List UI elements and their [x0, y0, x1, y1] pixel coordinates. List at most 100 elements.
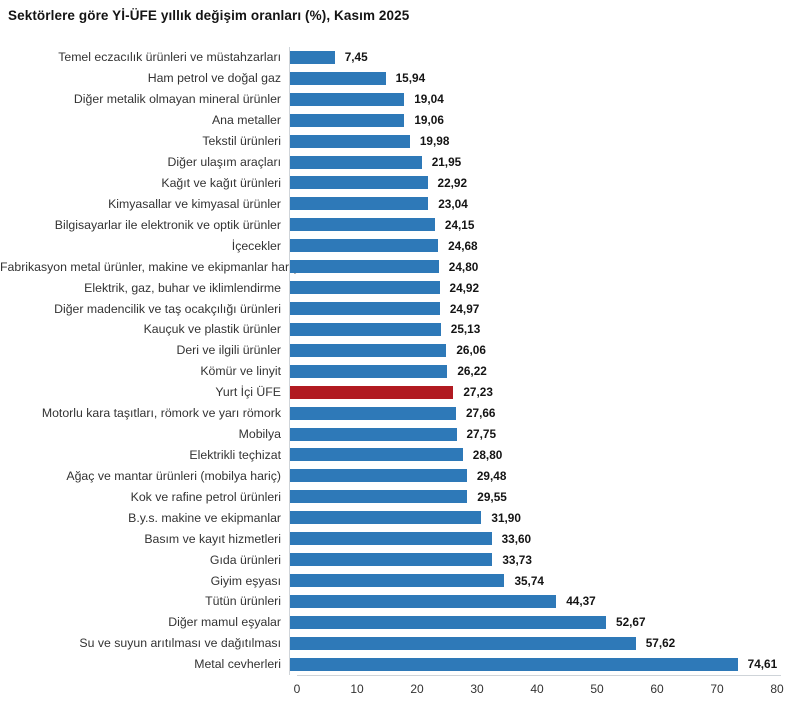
chart-row: Ana metaller 19,06 [0, 109, 803, 131]
chart-row: Basım ve kayıt hizmetleri 33,60 [0, 528, 803, 550]
chart-row: Kimyasallar ve kimyasal ürünler 23,04 [0, 193, 803, 215]
chart-row: Diğer mamul eşyalar 52,67 [0, 611, 803, 633]
highlight-bar [290, 385, 454, 399]
category-label: Temel eczacılık ürünleri ve müstahzarlar… [58, 50, 281, 65]
bar [290, 469, 467, 483]
bar-cell: 19,06 [289, 109, 803, 131]
category-label: Mobilya [238, 427, 281, 442]
value-label: 25,13 [450, 322, 481, 337]
x-tick-label: 0 [293, 682, 301, 696]
bar [290, 197, 429, 211]
bar-cell: 52,67 [289, 611, 803, 633]
bar-cell: 24,15 [289, 214, 803, 236]
bar [290, 511, 482, 525]
bar-cell: 27,75 [289, 423, 803, 445]
bar-cell: 31,90 [289, 507, 803, 529]
category-label: Kağıt ve kağıt ürünleri [161, 175, 281, 190]
chart-row: Deri ve ilgili ürünler 26,06 [0, 339, 803, 361]
bar [290, 657, 738, 671]
chart-row: Yurt İçi ÜFE 27,23 [0, 381, 803, 403]
category-label: Ağaç ve mantar ürünleri (mobilya hariç) [66, 468, 281, 483]
category-label: B.y.s. makine ve ekipmanlar [128, 510, 281, 525]
bar-cell: 24,80 [289, 256, 803, 278]
category-label: Diğer metalik olmayan mineral ürünler [73, 92, 281, 107]
bar [290, 553, 493, 567]
bar [290, 406, 456, 420]
category-label: Motorlu kara taşıtları, römork ve yarı r… [41, 406, 281, 421]
category-label: Giyim eşyası [210, 573, 281, 588]
chart-row: Mobilya 27,75 [0, 423, 803, 445]
value-label: 21,95 [431, 155, 462, 170]
bar-cell: 27,66 [289, 402, 803, 424]
bar [290, 260, 439, 274]
bar-cell: 7,45 [289, 47, 803, 68]
category-label: Diğer ulaşım araçları [167, 155, 281, 170]
chart-row: Elektrikli teçhizat 28,80 [0, 444, 803, 466]
bar [290, 92, 405, 106]
bar-cell: 33,60 [289, 528, 803, 550]
chart-row: Metal cevherleri 74,61 [0, 653, 803, 675]
bar [290, 218, 435, 232]
category-label: Kimyasallar ve kimyasal ürünler [108, 196, 281, 211]
category-label: Gıda ürünleri [209, 552, 281, 567]
value-label: 15,94 [395, 71, 426, 86]
category-label: Metal cevherleri [194, 657, 281, 672]
chart-row: Diğer ulaşım araçları 21,95 [0, 151, 803, 173]
chart-row: Diğer madencilik ve taş ocakçılığı ürünl… [0, 298, 803, 319]
value-label: 33,73 [502, 552, 532, 567]
bar [290, 364, 448, 378]
value-label: 24,97 [449, 301, 480, 316]
chart-row: Kömür ve linyit 26,22 [0, 360, 803, 382]
category-label: Kauçuk ve plastik ürünler [143, 322, 281, 337]
chart-row: Bilgisayarlar ile elektronik ve optik ür… [0, 214, 803, 236]
category-label: İçecekler [231, 238, 281, 253]
chart-row: Elektrik, gaz, buhar ve iklimlendirme 24,… [0, 277, 803, 299]
value-label: 24,92 [449, 280, 480, 295]
value-label: 27,75 [466, 427, 497, 442]
category-label: Kok ve rafine petrol ürünleri [130, 489, 281, 504]
value-label: 57,62 [645, 636, 676, 651]
x-axis-line [297, 675, 781, 676]
chart-row: Gıda ürünleri 33,73 [0, 549, 803, 571]
value-label: 24,15 [444, 217, 475, 232]
x-axis: 0 10 20 30 40 50 60 70 80 [0, 682, 803, 700]
x-tick-label: 80 [770, 682, 784, 696]
bar [290, 427, 457, 441]
chart-row: Kağıt ve kağıt ürünleri 22,92 [0, 172, 803, 194]
value-label: 52,67 [616, 615, 646, 630]
category-label: Diğer mamul eşyalar [168, 615, 281, 630]
chart-row: İçecekler 24,68 [0, 235, 803, 257]
bar [290, 155, 422, 169]
chart-row: Su ve suyun arıtılması ve dağıtılması 57,… [0, 632, 803, 654]
bar [290, 636, 636, 650]
x-tick-label: 10 [350, 682, 364, 696]
category-label: Elektrik, gaz, buhar ve iklimlendirme [84, 280, 281, 295]
bar-cell: 28,80 [289, 444, 803, 466]
bar-cell: 74,61 [289, 653, 803, 675]
value-label: 26,06 [456, 343, 486, 358]
value-label: 26,22 [457, 364, 487, 379]
value-label: 24,68 [448, 238, 478, 253]
bar [290, 134, 410, 148]
bar [290, 615, 607, 629]
category-label: Su ve suyun arıtılması ve dağıtılması [79, 636, 281, 651]
x-tick-label: 70 [710, 682, 724, 696]
value-label: 27,23 [463, 385, 493, 400]
value-label: 35,74 [514, 573, 544, 588]
bar-cell: 27,23 [289, 381, 803, 403]
bar-chart: Temel eczacılık ürünleri ve müstahzarlar… [0, 47, 803, 675]
chart-row: Tekstil ürünleri 19,98 [0, 130, 803, 152]
x-tick-label: 30 [470, 682, 484, 696]
bar [290, 594, 557, 608]
bar-cell: 25,13 [289, 318, 803, 340]
bar [290, 50, 335, 64]
chart-row: B.y.s. makine ve ekipmanlar 31,90 [0, 507, 803, 529]
bar [290, 113, 405, 127]
bar-cell: 57,62 [289, 632, 803, 654]
bar-cell: 33,73 [289, 549, 803, 571]
bar [290, 71, 386, 85]
bar-cell: 23,04 [289, 193, 803, 215]
bar-cell: 29,48 [289, 465, 803, 487]
chart-row: Kok ve rafine petrol ürünleri 29,55 [0, 486, 803, 508]
